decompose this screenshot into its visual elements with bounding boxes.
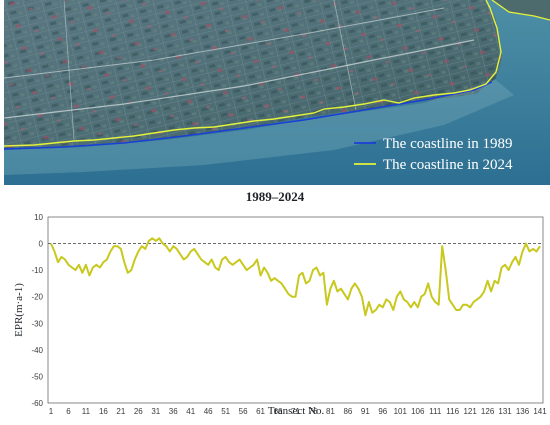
- x-tick-label: 76: [309, 407, 318, 416]
- x-tick-label: 1: [49, 407, 54, 416]
- road: [4, 39, 475, 119]
- x-tick-label: 141: [533, 407, 547, 416]
- x-tick-label: 31: [151, 407, 160, 416]
- x-tick-label: 121: [463, 407, 477, 416]
- y-tick-label: 0: [39, 240, 44, 249]
- y-tick-label: -10: [31, 266, 43, 275]
- x-tick-label: 71: [291, 407, 300, 416]
- x-tick-label: 21: [116, 407, 125, 416]
- x-tick-label: 56: [239, 407, 248, 416]
- x-tick-label: 111: [429, 407, 442, 416]
- y-tick-label: -20: [31, 293, 43, 302]
- x-tick-label: 86: [343, 407, 352, 416]
- chart-title: 1989–2024: [245, 189, 305, 204]
- plot-frame: [47, 216, 544, 404]
- y-tick-label: -30: [31, 319, 43, 328]
- x-tick-label: 136: [516, 407, 530, 416]
- x-tick-label: 41: [186, 407, 195, 416]
- x-tick-label: 16: [99, 407, 108, 416]
- x-tick-label: 6: [66, 407, 71, 416]
- x-tick-label: 131: [498, 407, 512, 416]
- y-tick-label: -50: [31, 372, 43, 381]
- x-tick-label: 36: [169, 407, 178, 416]
- x-tick-label: 61: [256, 407, 265, 416]
- x-tick-label: 116: [446, 407, 459, 416]
- legend-2024-label: The coastline in 2024: [383, 157, 513, 173]
- x-tick-label: 81: [326, 407, 335, 416]
- x-tick-label: 101: [394, 407, 408, 416]
- shallow-water: [4, 80, 514, 175]
- y-tick-label: 10: [34, 213, 43, 222]
- x-tick-label: 106: [411, 407, 425, 416]
- x-tick-label: 51: [221, 407, 230, 416]
- x-tick-label: 96: [378, 407, 387, 416]
- x-axis-ticks: 1 6 11 16 21 26 31 36 41 46 51 56 61 66 71 76 81 86 91 96 10…: [49, 407, 547, 416]
- x-tick-label: 11: [82, 407, 91, 416]
- x-tick-label: 46: [204, 407, 213, 416]
- coastline-2024-north: [491, 0, 550, 21]
- road: [333, 0, 357, 111]
- coastline-1989: [4, 81, 493, 150]
- epr-series-line: [50, 237, 541, 317]
- x-tick-label: 91: [361, 407, 370, 416]
- y-tick-label: -60: [31, 399, 43, 408]
- x-tick-label: 26: [134, 407, 143, 416]
- x-axis-label: Transect No.: [268, 405, 325, 417]
- y-axis-label: EPR(m·a-1): [13, 283, 25, 337]
- epr-line-chart: 100-10-20-30-40-50-60 1 6 11 16 21 26 31 36 41 46…: [13, 213, 547, 417]
- land-corner: [492, 0, 550, 20]
- satellite-map: The coastline in 1989 The coastline in 2…: [4, 0, 550, 185]
- coastline-2024: [4, 0, 502, 147]
- y-tick-label: -40: [31, 346, 43, 355]
- x-tick-label: 66: [274, 407, 283, 416]
- road: [4, 7, 445, 79]
- satellite-map-panel: The coastline in 1989 The coastline in 2…: [4, 0, 550, 185]
- urban-spots: [4, 0, 502, 148]
- legend-1989-label: The coastline in 1989: [383, 136, 513, 152]
- road: [63, 0, 75, 141]
- y-axis-ticks: 10 0 -10 -20 -30 -40 -50 -60: [31, 213, 43, 408]
- x-tick-label: 126: [481, 407, 495, 416]
